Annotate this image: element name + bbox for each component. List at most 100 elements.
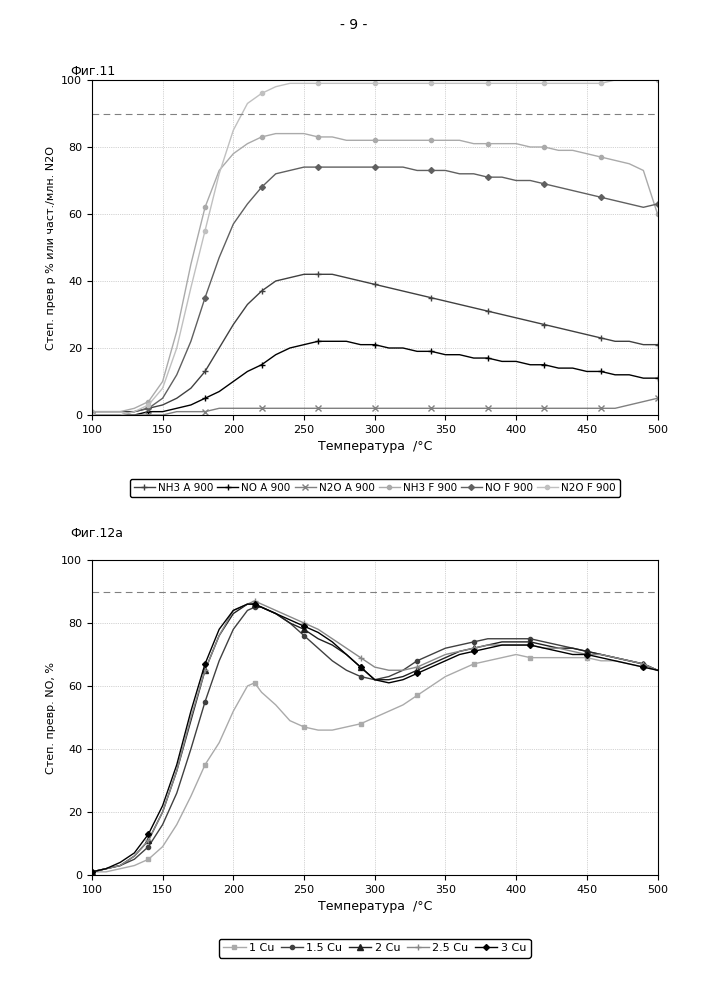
N2O A 900 (469, 402, 478, 414)
Text: Фиг.12а: Фиг.12а (71, 527, 124, 540)
1.5 Cu (342, 664, 351, 676)
NO F 900 (271, 168, 280, 180)
NH3 A 900 (356, 275, 365, 287)
NO A 900 (187, 399, 195, 411)
N2O A 900 (88, 409, 96, 421)
NO A 900 (568, 362, 577, 374)
N2O A 900 (286, 402, 294, 414)
1 Cu (144, 853, 153, 865)
NH3 A 900 (229, 319, 238, 331)
NO F 900 (455, 168, 464, 180)
2.5 Cu (229, 604, 238, 616)
NH3 A 900 (271, 275, 280, 287)
2.5 Cu (300, 617, 308, 629)
NO F 900 (314, 161, 322, 173)
2.5 Cu (498, 639, 506, 651)
Line: N2O F 900: N2O F 900 (90, 78, 660, 417)
3 Cu (498, 639, 506, 651)
2.5 Cu (385, 664, 393, 676)
NH3 A 900 (568, 325, 577, 337)
3 Cu (286, 614, 294, 626)
NH3 A 900 (116, 406, 124, 418)
NH3 A 900 (441, 295, 450, 307)
NO F 900 (653, 198, 662, 210)
2 Cu (526, 636, 534, 648)
2.5 Cu (187, 712, 195, 724)
2.5 Cu (427, 655, 436, 667)
N2O F 900 (229, 124, 238, 136)
NH3 A 900 (314, 268, 322, 280)
3 Cu (455, 648, 464, 660)
N2O F 900 (512, 77, 520, 89)
NO A 900 (385, 342, 393, 354)
3 Cu (512, 639, 520, 651)
NH3 F 900 (173, 325, 181, 337)
2 Cu (427, 658, 436, 670)
2 Cu (201, 664, 209, 676)
2 Cu (342, 648, 351, 660)
NH3 A 900 (342, 272, 351, 284)
1.5 Cu (286, 617, 294, 629)
NH3 A 900 (455, 298, 464, 310)
NH3 F 900 (356, 134, 365, 146)
NH3 F 900 (583, 148, 591, 160)
2.5 Cu (342, 642, 351, 654)
3 Cu (554, 645, 563, 657)
2.5 Cu (328, 633, 337, 645)
3 Cu (271, 608, 280, 620)
2 Cu (498, 636, 506, 648)
NH3 F 900 (286, 128, 294, 140)
3 Cu (328, 636, 337, 648)
NO A 900 (116, 409, 124, 421)
1 Cu (300, 721, 308, 733)
1 Cu (271, 699, 280, 711)
3 Cu (102, 863, 110, 875)
N2O A 900 (300, 402, 308, 414)
NH3 A 900 (370, 278, 379, 290)
N2O F 900 (639, 74, 648, 86)
NO A 900 (88, 409, 96, 421)
Legend: 1 Cu, 1.5 Cu, 2 Cu, 2.5 Cu, 3 Cu: 1 Cu, 1.5 Cu, 2 Cu, 2.5 Cu, 3 Cu (219, 939, 530, 958)
N2O F 900 (653, 74, 662, 86)
3 Cu (88, 866, 96, 878)
Line: 1.5 Cu: 1.5 Cu (90, 605, 660, 874)
NO A 900 (144, 406, 153, 418)
NH3 F 900 (130, 402, 139, 414)
NH3 F 900 (314, 131, 322, 143)
N2O A 900 (653, 392, 662, 404)
2 Cu (554, 642, 563, 654)
NO F 900 (88, 409, 96, 421)
NH3 F 900 (385, 134, 393, 146)
N2O F 900 (342, 77, 351, 89)
1.5 Cu (187, 743, 195, 755)
NO A 900 (130, 409, 139, 421)
NH3 A 900 (215, 342, 223, 354)
3 Cu (243, 598, 252, 610)
NO F 900 (597, 191, 605, 203)
N2O F 900 (130, 406, 139, 418)
3 Cu (540, 642, 549, 654)
1.5 Cu (484, 633, 492, 645)
NH3 A 900 (484, 305, 492, 317)
3 Cu (215, 623, 223, 635)
2.5 Cu (568, 645, 577, 657)
2.5 Cu (130, 850, 139, 862)
NH3 F 900 (611, 154, 619, 166)
N2O A 900 (116, 409, 124, 421)
2.5 Cu (413, 661, 421, 673)
N2O A 900 (271, 402, 280, 414)
2.5 Cu (116, 860, 124, 872)
2 Cu (370, 674, 379, 686)
NH3 F 900 (215, 164, 223, 176)
NO A 900 (201, 392, 209, 404)
NO F 900 (568, 185, 577, 197)
NH3 F 900 (455, 134, 464, 146)
NO A 900 (173, 402, 181, 414)
1 Cu (356, 718, 365, 730)
NO A 900 (554, 362, 563, 374)
3 Cu (385, 677, 393, 689)
NO A 900 (257, 359, 266, 371)
1 Cu (342, 721, 351, 733)
X-axis label: Температура  /°C: Температура /°C (317, 440, 432, 453)
NO A 900 (469, 352, 478, 364)
